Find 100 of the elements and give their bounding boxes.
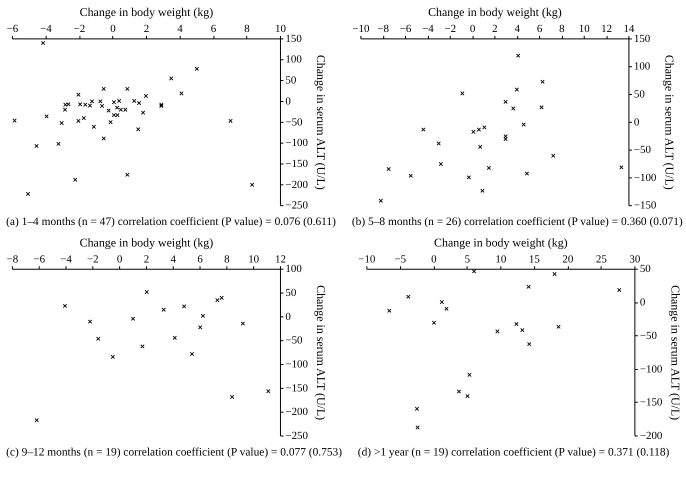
point [230,394,234,400]
point [76,92,81,97]
x-tick-label: 0 [470,22,476,35]
y-tick-label: 50 [640,263,652,276]
x-tick-label: 4 [170,253,177,266]
y-tick-label: −200 [285,178,308,191]
point [130,316,136,321]
x-tick-label: −4 [422,22,434,35]
y-tick-label: −150 [640,396,663,409]
point [432,320,436,325]
point [266,389,270,394]
point [421,127,426,132]
x-axis-title: Change in body weight (kg) [428,5,562,20]
point [495,329,500,334]
x-tick-label: 25 [596,253,608,266]
x-tick-label: −2 [444,22,456,35]
y-tick-label: 0 [285,310,292,323]
point [125,86,130,92]
point [102,86,106,92]
y-tick-label: 0 [634,116,640,128]
x-tick-label: 12 [601,22,612,35]
point [460,91,465,96]
point [56,142,61,146]
point [503,134,508,138]
y-tick-label: 100 [285,263,302,276]
point [62,304,68,308]
point [140,110,146,115]
y-tick-label: −200 [285,406,308,418]
point [415,425,420,430]
point [179,91,184,96]
x-tick-label: 10 [275,22,286,35]
point [540,80,545,84]
point [440,300,444,304]
point [63,102,68,107]
point [144,94,148,98]
x-tick-label: 8 [559,22,566,35]
point [526,284,531,289]
text: (c) 9–12 months (n = 19) correlation coefficient (P value) = 0.077 (0.753) [6,446,342,458]
point [62,108,68,112]
point [240,321,246,326]
point [539,105,544,110]
x-tick-label: 5 [464,253,471,266]
point [172,336,177,340]
point [76,118,81,124]
point [619,165,624,170]
x-tick-label: 4 [177,22,184,35]
point [551,154,556,158]
point [552,272,557,276]
point [144,290,149,294]
y-tick-label: −50 [640,330,658,342]
point [100,104,104,108]
x-tick-label: −10 [352,22,370,35]
point [471,130,476,134]
y-tick-label: −50 [634,144,652,156]
x-axis-title: Change in body weight (kg) [434,235,568,250]
x-axis-title: Change in body weight (kg) [80,235,214,250]
x-tick-label: −6 [400,22,412,35]
x-tick-label: −2 [87,253,99,266]
y-axis-title: Change in serum ALT (U/L) [314,285,328,420]
point [520,328,524,332]
x-tick-label: 12 [275,253,286,266]
point [466,175,471,180]
y-axis-title: Change in serum ALT (U/L) [662,54,676,190]
point [378,198,383,203]
text: (a) 1–4 months (n = 47) correlation coefficient (P value) = 0.076 (0.611) [6,216,336,228]
point [44,114,49,119]
point [467,372,472,377]
y-tick-label: −150 [285,158,308,170]
x-tick-label: −8 [377,22,390,35]
point [219,296,224,300]
x-tick-label: −6 [33,253,46,266]
point [182,304,186,309]
point [527,342,532,346]
point [556,324,561,329]
point [66,102,71,106]
point [169,76,174,81]
x-tick-label: 0 [431,253,438,266]
point [228,118,233,124]
y-tick-label: −250 [285,200,308,212]
y-tick-label: 0 [640,296,646,309]
point [406,294,411,299]
x-tick-label: 20 [562,253,574,266]
x-axis-title: Change in body weight (kg) [80,5,214,20]
point [34,144,39,148]
y-tick-label: −100 [285,358,308,371]
point [102,136,106,141]
y-tick-label: −150 [285,382,308,394]
x-tick-label: 10 [495,253,507,266]
y-tick-label: 0 [285,95,292,108]
point [34,418,39,422]
point [472,269,476,274]
x-tick-label: 4 [514,22,521,35]
x-tick-label: 6 [210,22,217,35]
point [444,306,449,311]
point [136,127,140,132]
x-tick-label: 15 [528,253,540,266]
point [112,112,116,118]
y-tick-label: −50 [285,334,304,347]
y-tick-label: −100 [285,137,308,150]
y-axis-title: Change in serum ALT (U/L) [314,54,328,190]
